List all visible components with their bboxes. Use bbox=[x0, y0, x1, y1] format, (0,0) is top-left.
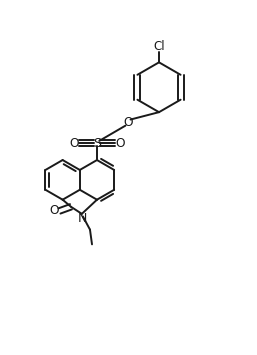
Text: O: O bbox=[123, 116, 133, 129]
Text: O: O bbox=[50, 204, 59, 218]
Text: S: S bbox=[93, 137, 101, 150]
Text: O: O bbox=[115, 137, 125, 150]
Text: Cl: Cl bbox=[153, 39, 165, 53]
Text: N: N bbox=[78, 212, 88, 225]
Text: O: O bbox=[69, 137, 79, 150]
